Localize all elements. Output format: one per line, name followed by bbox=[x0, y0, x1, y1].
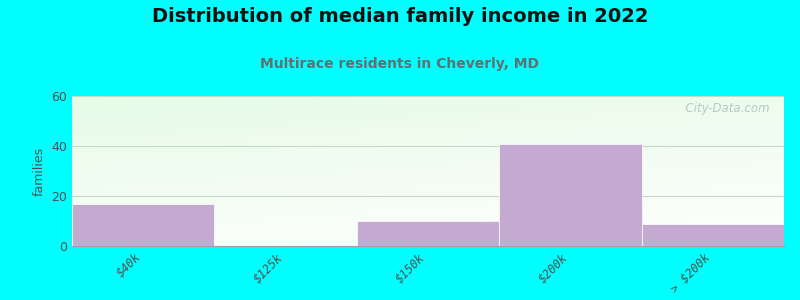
Text: Distribution of median family income in 2022: Distribution of median family income in … bbox=[152, 8, 648, 26]
Bar bbox=[72, 203, 214, 246]
Bar bbox=[642, 224, 784, 246]
Bar bbox=[499, 143, 642, 246]
Bar bbox=[357, 221, 499, 246]
Y-axis label: families: families bbox=[33, 146, 46, 196]
Text: Multirace residents in Cheverly, MD: Multirace residents in Cheverly, MD bbox=[261, 57, 539, 71]
Text: City-Data.com: City-Data.com bbox=[678, 102, 770, 115]
